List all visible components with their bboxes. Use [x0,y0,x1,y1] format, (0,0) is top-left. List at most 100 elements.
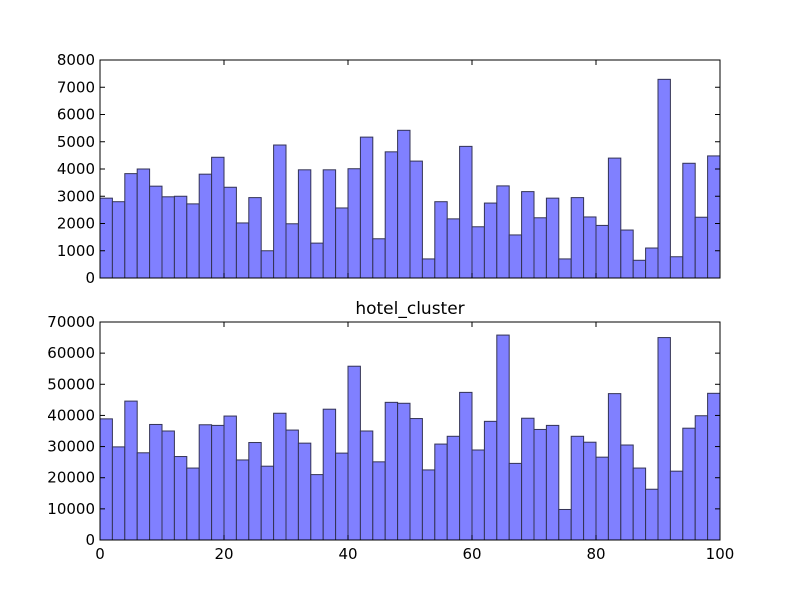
histogram-bar [409,160,423,279]
histogram-bar [471,449,485,541]
histogram-bar [682,427,696,541]
y-tick-label: 2000 [57,215,95,233]
y-tick-label: 4000 [57,160,95,178]
histogram-bar [136,452,151,541]
histogram-bar [347,365,361,541]
histogram-bar [223,186,237,279]
top-histogram-panel: 0 1000 2000 3000 4000 5000 6000 7000 8000 [57,51,721,287]
histogram-bar [521,417,535,541]
histogram-bar [669,470,684,541]
histogram-bar [310,474,324,541]
histogram-bar [161,430,175,541]
histogram-bar [595,224,609,279]
x-tick-label: 40 [338,545,357,563]
histogram-bar [273,144,287,279]
x-tick-label: 80 [586,545,605,563]
histogram-bar [359,136,374,279]
histogram-bar [508,462,523,541]
histogram-bar [620,229,634,279]
histogram-bar [186,467,200,541]
x-tick-label: 60 [462,545,481,563]
x-tick-label: 0 [95,545,105,563]
histogram-bar [198,424,213,541]
histogram-bar [483,202,498,279]
histogram-bar [198,173,213,279]
histogram-bar [322,169,337,279]
histogram-bar [607,393,622,541]
histogram-bar [459,145,473,279]
histogram-bar [421,258,436,279]
histogram-bar [359,430,374,541]
histogram-bar [409,418,423,541]
histogram-bar [459,391,473,541]
bottom-histogram-panel: 0 10000 20000 30000 40000 50000 60000 70000 0 20 4… [47,299,734,563]
histogram-bar [545,197,560,279]
y-tick-label: 1000 [57,242,95,260]
y-tick-label: 20000 [47,469,95,487]
y-tick-label: 60000 [47,344,95,362]
x-tick-label: 100 [706,545,735,563]
histogram-bar [111,446,126,541]
histogram-bar [570,435,585,541]
histogram-bar [694,216,709,279]
y-tick-label: 5000 [57,133,95,151]
histogram-bar [111,201,126,279]
histogram-bar [657,337,671,541]
histogram-bar [347,168,361,279]
histogram-bar [446,435,461,541]
histogram-bar [583,216,597,279]
histogram-bar [533,217,547,279]
histogram-bar [260,250,275,279]
histogram-bar [248,197,262,279]
histogram-bar [223,415,237,541]
histogram-bar [149,423,163,541]
histogram-bar [558,508,572,541]
histogram-bar [211,424,225,541]
axes-frame [99,321,721,541]
y-tick-label: 0 [85,269,95,287]
histogram-bar [545,424,560,541]
histogram-bar [533,428,547,541]
histogram-bar [707,155,721,279]
histogram-bar [632,467,647,541]
histogram-bar [607,157,622,279]
histogram-bar [372,461,386,541]
histogram-bar [285,223,299,279]
histogram-bar [595,456,609,541]
y-tick-label: 50000 [47,375,95,393]
histogram-bar [632,259,647,279]
y-tick-label: 6000 [57,106,95,124]
histogram-bar [521,191,535,279]
histogram-bar [372,238,386,279]
histogram-bar [335,207,349,279]
histogram-bar [508,234,523,279]
y-tick-label: 10000 [47,500,95,518]
histogram-bar [99,418,113,541]
histogram-bar [669,256,684,279]
y-tick-label: 7000 [57,78,95,96]
histogram-bar [645,247,659,279]
histogram-bar [136,168,151,279]
y-tick-label: 40000 [47,406,95,424]
y-tick-label: 0 [85,531,95,549]
y-tick-label: 8000 [57,51,95,69]
histogram-bar [384,401,399,541]
histogram-bar [558,258,572,279]
histogram-bar [471,226,485,279]
histogram-bar [583,441,597,541]
histogram-bar [446,218,461,279]
histogram-bar [620,444,634,541]
histogram-bar [161,196,175,279]
histogram-bar [322,408,337,541]
histogram-bar [186,203,200,279]
histogram-bar [149,185,163,279]
histogram-bar [434,201,448,279]
histogram-bar [297,169,312,279]
histogram-bar [483,420,498,541]
histogram-bar [297,442,312,541]
histogram-bar [570,197,585,279]
chart-title: hotel_cluster [355,299,464,319]
histogram-bar [682,162,696,279]
histogram-bar [260,465,275,541]
histogram-bar [657,78,671,279]
